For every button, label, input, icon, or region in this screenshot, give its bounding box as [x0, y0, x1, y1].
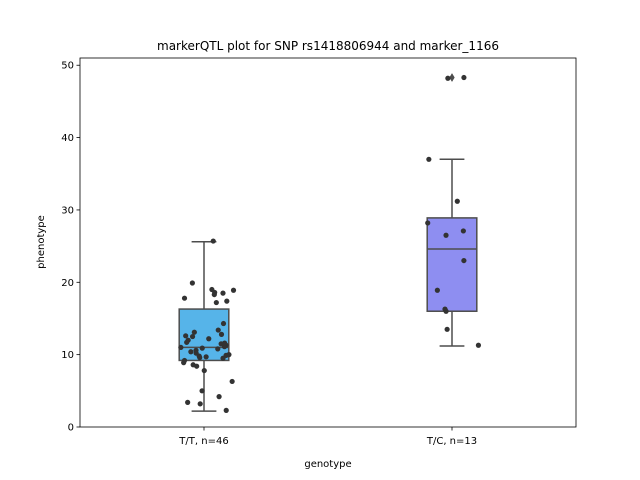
data-point	[218, 331, 225, 337]
data-point	[213, 299, 219, 306]
x-tick-label: T/T, n=46	[178, 436, 228, 447]
data-point	[189, 333, 196, 340]
data-point	[461, 257, 467, 264]
x-axis-label: genotype	[304, 459, 351, 470]
data-point	[220, 290, 226, 296]
data-point	[443, 308, 449, 314]
x-tick-label: T/C, n=13	[426, 436, 477, 447]
data-point	[184, 339, 190, 345]
data-point	[222, 340, 228, 346]
plot-frame	[79, 57, 577, 428]
data-point	[426, 156, 432, 162]
chart-title: markerQTL plot for SNP rs1418806944 and …	[157, 39, 499, 53]
y-axis-label: phenotype	[36, 215, 47, 269]
data-point	[206, 336, 212, 342]
data-point	[224, 298, 230, 304]
data-point	[210, 238, 216, 244]
y-axis: 0 10 20 30 40 50	[61, 61, 80, 434]
data-point	[220, 355, 226, 361]
y-tick-label: 30	[61, 205, 74, 216]
data-point	[189, 280, 195, 286]
data-point	[181, 360, 187, 366]
data-point	[229, 378, 235, 385]
data-point	[199, 388, 205, 394]
data-point	[444, 326, 450, 332]
data-point	[230, 287, 237, 293]
data-point	[454, 198, 460, 204]
data-point	[211, 291, 217, 298]
y-tick-label: 40	[61, 133, 74, 144]
data-point	[215, 346, 221, 352]
data-point	[191, 329, 197, 335]
data-point	[199, 345, 205, 351]
points-1	[425, 74, 482, 348]
data-point	[185, 399, 191, 405]
data-point	[445, 75, 451, 81]
data-point	[425, 220, 431, 226]
data-point	[220, 320, 227, 327]
data-point	[215, 327, 221, 333]
data-point	[194, 363, 200, 369]
data-point	[178, 344, 184, 351]
points-0	[178, 238, 237, 413]
data-point	[188, 349, 194, 355]
box-body	[426, 217, 478, 312]
y-tick-label: 50	[61, 61, 74, 72]
data-point	[197, 354, 203, 361]
data-point	[201, 367, 207, 374]
data-point	[197, 401, 203, 407]
data-point	[460, 228, 466, 234]
data-point	[181, 295, 188, 301]
data-point	[443, 232, 449, 238]
outlier-marker	[449, 73, 455, 83]
data-point	[203, 354, 209, 360]
data-point	[183, 333, 189, 339]
data-point	[461, 74, 467, 81]
plot-area	[178, 73, 482, 413]
box-1	[426, 73, 478, 347]
x-axis: T/T, n=46 T/C, n=13	[178, 427, 477, 447]
data-point	[475, 342, 482, 348]
y-tick-label: 0	[68, 423, 74, 434]
data-point	[216, 394, 222, 400]
data-point	[434, 287, 440, 293]
y-tick-label: 20	[61, 278, 74, 289]
data-point	[223, 407, 229, 413]
y-tick-label: 10	[61, 350, 74, 361]
